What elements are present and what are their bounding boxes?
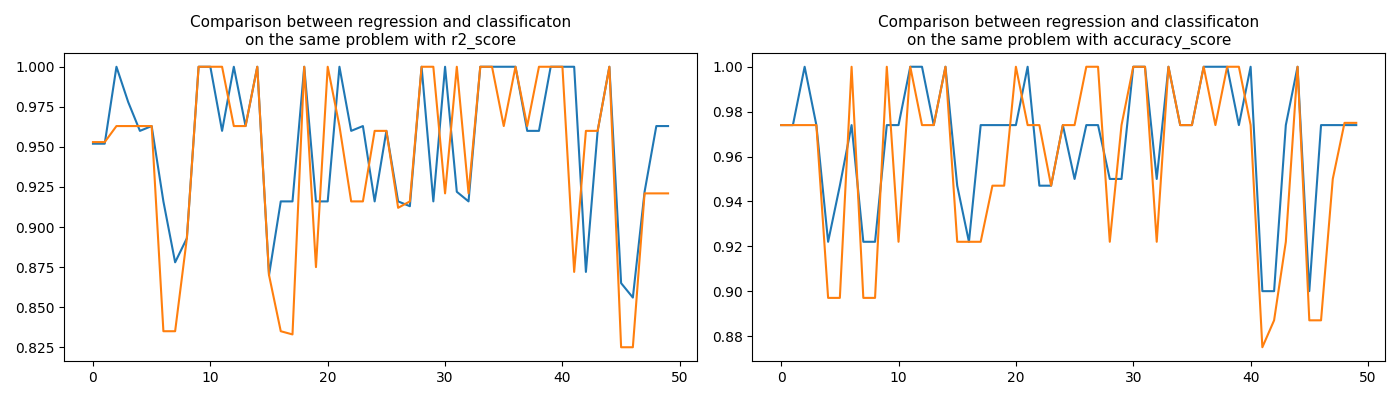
Title: Comparison between regression and classificaton
on the same problem with accurac: Comparison between regression and classi… [878, 15, 1259, 49]
Title: Comparison between regression and classificaton
on the same problem with r2_scor: Comparison between regression and classi… [190, 15, 571, 49]
